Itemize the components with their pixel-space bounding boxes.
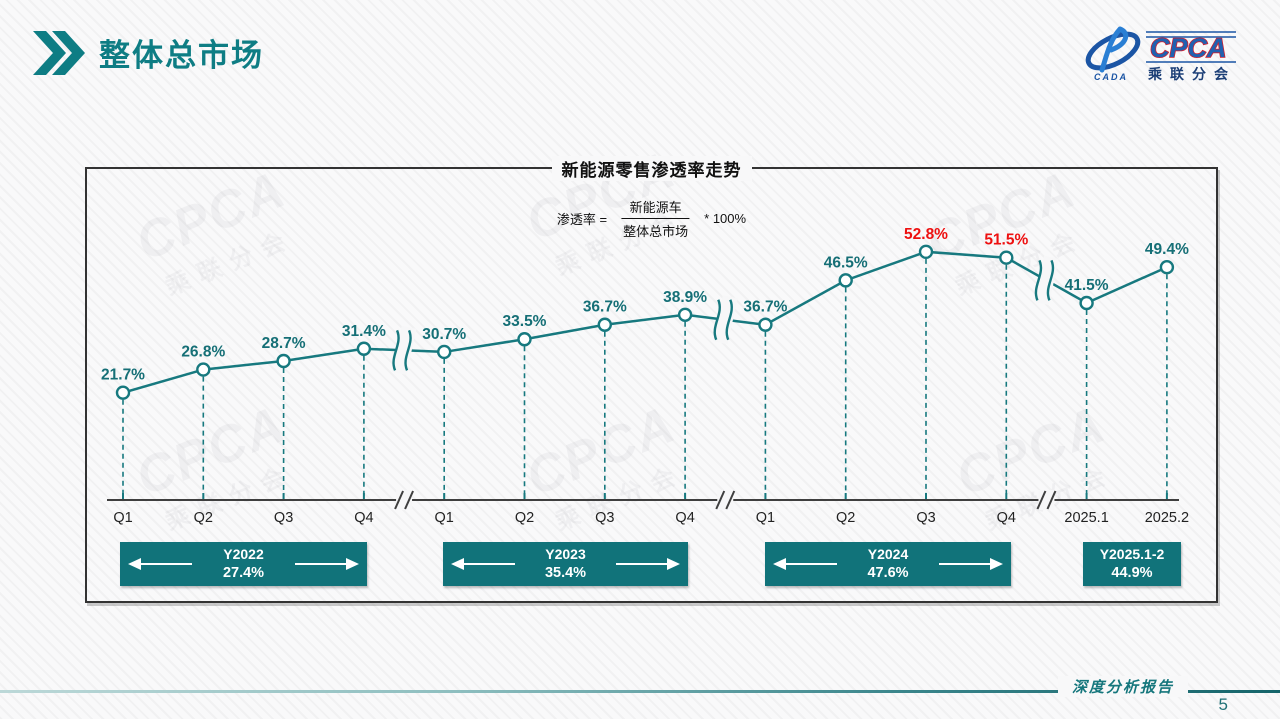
chart-panel: 新能源零售渗透率走势 渗透率 = 新能源车 整体总市场 * 100% 21.7%… [85,156,1218,603]
report-type-label: 深度分析报告 [1057,676,1188,697]
x-tick-label: Q3 [274,510,293,526]
formula-lhs: 渗透率 = [556,212,608,227]
value-label: 28.7% [262,335,306,352]
line-break-mark [1034,259,1043,301]
formula-fraction: 新能源车 整体总市场 [615,197,696,240]
x-tick-label: Q1 [113,510,132,526]
x-tick-label: Q3 [916,510,935,526]
data-point [196,362,211,377]
x-tick-label: 2025.2 [1145,510,1189,526]
value-label: 49.4% [1145,241,1189,258]
axis-break-mark [715,490,726,510]
x-tick-label: Q4 [354,510,373,526]
cpca-logo: CADA CPCA 乘联分会 [1080,24,1238,87]
year-label: Y2023 [545,546,586,563]
x-tick-label: Q2 [836,510,855,526]
penetration-formula: 渗透率 = 新能源车 整体总市场 * 100% [557,197,746,240]
value-label: 36.7% [743,299,787,316]
formula-rhs: * 100% [704,211,747,226]
year-summary-box: Y2024 47.6% [765,542,1011,586]
footer-divider-line [0,690,1280,693]
year-label: Y2024 [867,546,909,563]
data-point [597,317,612,332]
penetration-line-chart: 21.7% 26.8% 28.7% 31.4% 30.7% 33.5% 36.7% 38.9%… [101,226,1189,526]
value-label: 51.5% [984,232,1028,249]
cada-swoosh-icon: CADA [1085,26,1141,82]
formula-numerator: 新能源车 [621,197,690,219]
line-break-mark [392,329,400,371]
data-point [677,307,693,322]
year-label: Y2022 [223,546,264,563]
value-label: 26.8% [181,344,225,361]
right-arrow-icon [939,558,1003,570]
slide-header: 整体总市场 [33,30,264,75]
value-label: 46.5% [824,254,868,271]
page-number: 5 [1218,695,1228,714]
year-value: 44.9% [1111,564,1153,581]
x-tick-label: Q1 [435,510,454,526]
data-point [517,332,532,347]
chart-title: 新能源零售渗透率走势 [551,156,752,181]
axis-break-mark [394,490,404,510]
x-tick-label: Q2 [515,510,534,526]
cada-text: CADA [1094,72,1128,82]
data-point [437,344,452,360]
year-label: Y2025.1-2 [1099,546,1165,563]
year-summary-box: Y2023 35.4% [443,542,688,586]
left-arrow-icon [773,558,837,570]
trend-line [122,250,1168,394]
right-arrow-icon [295,558,359,570]
data-point [838,273,853,288]
value-label: 31.4% [342,323,386,340]
right-arrow-icon [616,558,680,570]
axis-break-mark [1036,490,1047,510]
x-tick-label: Q2 [194,510,213,526]
value-label: 41.5% [1065,277,1109,294]
data-point [758,317,773,332]
data-point [999,250,1014,265]
cpca-text: CPCA [1150,33,1227,63]
value-label: 33.5% [503,313,547,330]
value-label: 36.7% [583,299,627,316]
value-label: 30.7% [422,326,466,343]
data-point [115,385,131,400]
cpca-wordmark: CPCA 乘联分会 [1146,31,1236,82]
data-point [1159,260,1175,275]
formula-denominator: 整体总市场 [623,224,689,239]
cpca-subtitle: 乘联分会 [1147,66,1236,82]
x-tick-label: Q4 [997,510,1016,526]
x-tick-label: Q1 [756,510,775,526]
data-point [356,341,372,356]
value-label: 38.9% [663,289,707,306]
value-label: 52.8% [904,226,948,243]
value-label: 21.7% [101,367,145,384]
year-summary-box: Y2025.1-2 44.9% [1083,542,1181,586]
x-tick-label: Q4 [675,510,694,526]
data-point [1079,295,1094,311]
year-value: 47.6% [867,564,909,581]
line-break-mark [713,299,721,341]
left-arrow-icon [128,558,192,570]
year-summary-box: Y2022 27.4% [120,542,367,586]
data-point [918,244,934,260]
double-chevron-icon [33,30,85,75]
left-arrow-icon [451,558,515,570]
data-point [276,353,291,369]
year-value: 35.4% [544,564,587,581]
year-value: 27.4% [222,564,265,581]
x-tick-label: Q3 [595,510,614,526]
page-title: 整体总市场 [99,38,264,73]
x-tick-label: 2025.1 [1064,510,1108,526]
